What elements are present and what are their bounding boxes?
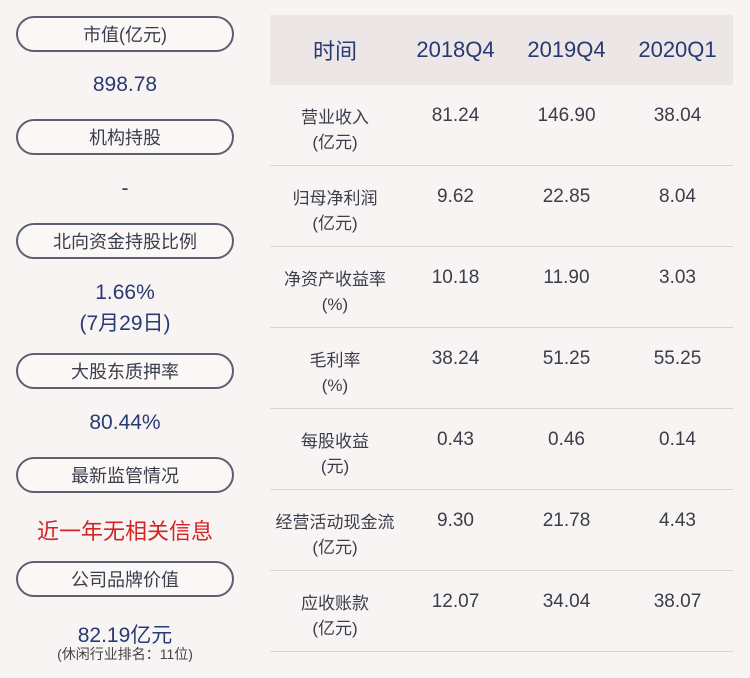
cell-value: 9.62 bbox=[437, 186, 474, 207]
header-2020q1: 2020Q1 bbox=[638, 37, 717, 62]
cell-value: 21.78 bbox=[542, 510, 591, 531]
market-cap-label: 市值(亿元) bbox=[16, 16, 234, 52]
brand-rank-note: (休闲行业排名：11位) bbox=[57, 646, 193, 662]
institutional-label: 机构持股 bbox=[16, 119, 234, 155]
cell-value: 34.04 bbox=[542, 591, 591, 612]
cell-value: 11.90 bbox=[543, 267, 590, 288]
header-2018q4: 2018Q4 bbox=[416, 37, 495, 62]
row-label-main: 营业收入 bbox=[301, 108, 369, 127]
cell-value: 146.90 bbox=[537, 105, 596, 126]
header-2019q4: 2019Q4 bbox=[527, 37, 606, 62]
pledge-value: 80.44% bbox=[89, 411, 161, 434]
table-row: 营业收入 (亿元) 81.24 146.90 38.04 bbox=[270, 85, 733, 166]
cell-value: 0.46 bbox=[548, 429, 585, 450]
row-label-unit: (%) bbox=[321, 295, 349, 314]
brand-label: 公司品牌价值 bbox=[16, 561, 234, 597]
row-label-main: 归母净利润 bbox=[292, 189, 378, 208]
row-label-unit: (亿元) bbox=[312, 619, 358, 638]
table-row: 每股收益 (元) 0.43 0.46 0.14 bbox=[270, 409, 733, 490]
row-label: 经营活动现金流 (亿元) bbox=[270, 490, 400, 560]
cell-value: 8.04 bbox=[659, 186, 696, 207]
cell-value: 0.43 bbox=[437, 429, 474, 450]
brand-value: 82.19亿元 bbox=[77, 624, 173, 647]
row-label-unit: (亿元) bbox=[312, 133, 358, 152]
table-row: 应收账款 (亿元) 12.07 34.04 38.07 bbox=[270, 571, 733, 652]
cell-value: 12.07 bbox=[431, 591, 480, 612]
cell-value: 55.25 bbox=[653, 348, 702, 369]
row-label: 毛利率 (%) bbox=[270, 328, 400, 398]
row-label-unit: (元) bbox=[320, 457, 350, 476]
pledge-label: 大股东质押率 bbox=[16, 353, 234, 389]
northbound-value: 1.66% bbox=[95, 281, 155, 304]
cell-value: 22.85 bbox=[542, 186, 591, 207]
row-label-unit: (亿元) bbox=[312, 214, 358, 233]
cell-value: 38.04 bbox=[653, 105, 702, 126]
row-label-unit: (亿元) bbox=[312, 538, 358, 557]
row-label: 应收账款 (亿元) bbox=[270, 571, 400, 641]
table-header: 时间 2018Q4 2019Q4 2020Q1 bbox=[270, 15, 733, 85]
row-label-main: 应收账款 bbox=[301, 594, 369, 613]
market-cap-value: 898.78 bbox=[92, 73, 158, 96]
table-row: 归母净利润 (亿元) 9.62 22.85 8.04 bbox=[270, 166, 733, 247]
cell-value: 51.25 bbox=[542, 348, 591, 369]
row-label-unit: (%) bbox=[321, 376, 349, 395]
regulation-value: 近一年无相关信息 bbox=[36, 519, 213, 544]
row-label: 净资产收益率 (%) bbox=[270, 247, 400, 317]
table-row: 净资产收益率 (%) 10.18 11.90 3.03 bbox=[270, 247, 733, 328]
institutional-value: - bbox=[121, 177, 129, 200]
header-time: 时间 bbox=[312, 39, 357, 64]
cell-value: 38.24 bbox=[431, 348, 480, 369]
table-row: 经营活动现金流 (亿元) 9.30 21.78 4.43 bbox=[270, 490, 733, 571]
financial-table: 时间 2018Q4 2019Q4 2020Q1 营业收入 (亿元) 81.24 1… bbox=[270, 15, 733, 652]
row-label: 营业收入 (亿元) bbox=[270, 85, 400, 155]
row-label-main: 每股收益 bbox=[301, 432, 369, 451]
cell-value: 4.43 bbox=[659, 510, 696, 531]
row-label: 归母净利润 (亿元) bbox=[270, 166, 400, 236]
cell-value: 81.24 bbox=[431, 105, 480, 126]
regulation-label: 最新监管情况 bbox=[16, 457, 234, 493]
cell-value: 0.14 bbox=[659, 429, 696, 450]
table-row: 毛利率 (%) 38.24 51.25 55.25 bbox=[270, 328, 733, 409]
row-label-main: 毛利率 bbox=[309, 351, 361, 370]
left-panel: 市值(亿元) 898.78 机构持股 - 北向资金持股比例 1.66% (7月2… bbox=[0, 0, 250, 678]
row-label-main: 经营活动现金流 bbox=[275, 513, 395, 532]
row-label: 每股收益 (元) bbox=[270, 409, 400, 479]
cell-value: 38.07 bbox=[653, 591, 702, 612]
cell-value: 9.30 bbox=[437, 510, 474, 531]
northbound-date: (7月29日) bbox=[79, 312, 171, 335]
cell-value: 10.18 bbox=[431, 267, 480, 288]
cell-value: 3.03 bbox=[659, 267, 696, 288]
northbound-label: 北向资金持股比例 bbox=[16, 223, 234, 259]
row-label-main: 净资产收益率 bbox=[284, 270, 386, 289]
